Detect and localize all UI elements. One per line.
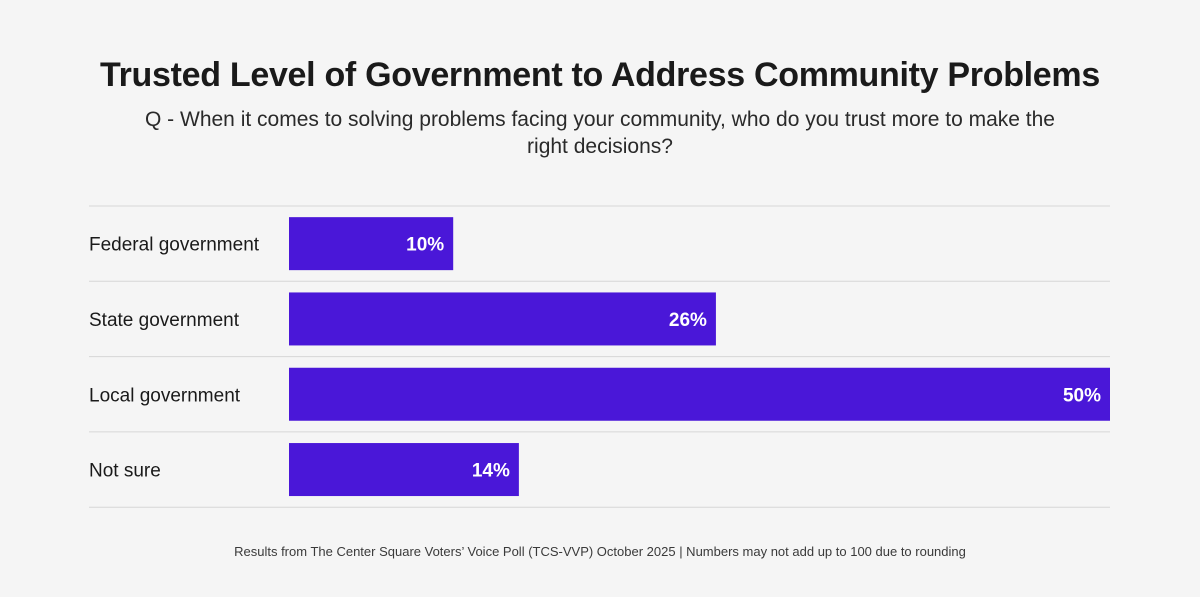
data-label: 10% — [406, 235, 444, 256]
category-label: State government — [89, 310, 240, 331]
chart-subtitle: Q - When it comes to solving problems fa… — [145, 108, 1055, 158]
bar — [289, 292, 716, 346]
data-label: 26% — [669, 310, 707, 331]
category-label: Not sure — [89, 461, 161, 482]
chart-title: Trusted Level of Government to Address C… — [100, 56, 1100, 94]
data-label: 14% — [472, 461, 510, 482]
category-label: Federal government — [89, 235, 260, 256]
bar — [289, 443, 519, 497]
chart-footer: Results from The Center Square Voters’ V… — [234, 544, 966, 559]
bar — [289, 367, 1110, 421]
bar — [289, 217, 454, 271]
data-label: 50% — [1063, 385, 1101, 406]
category-label: Local government — [89, 385, 241, 406]
